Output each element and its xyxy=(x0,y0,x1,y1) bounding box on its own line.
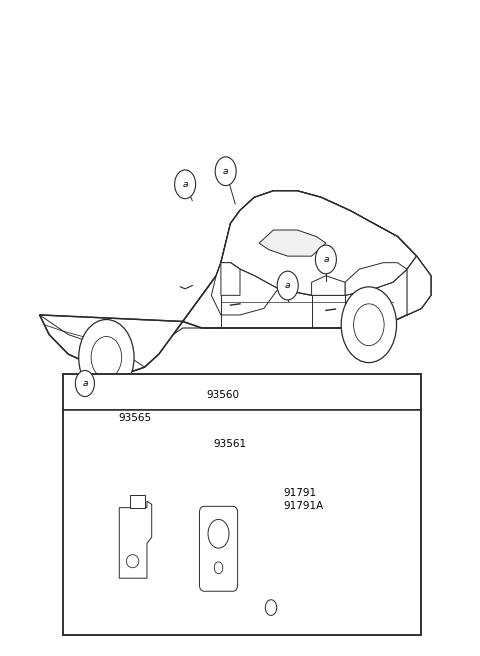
Ellipse shape xyxy=(126,555,139,567)
Text: 93560: 93560 xyxy=(207,390,240,400)
Polygon shape xyxy=(345,262,407,295)
Polygon shape xyxy=(130,495,144,508)
Text: a: a xyxy=(323,255,329,264)
Circle shape xyxy=(277,271,298,300)
Text: a: a xyxy=(285,281,290,290)
Circle shape xyxy=(215,157,236,186)
Polygon shape xyxy=(221,262,240,295)
Circle shape xyxy=(208,520,229,548)
Text: 91791: 91791 xyxy=(283,488,316,498)
Polygon shape xyxy=(312,276,345,295)
Text: 93565: 93565 xyxy=(118,413,151,422)
Polygon shape xyxy=(211,262,278,315)
Circle shape xyxy=(265,600,277,615)
Circle shape xyxy=(175,170,196,199)
Ellipse shape xyxy=(214,562,223,573)
Bar xyxy=(63,409,421,635)
Circle shape xyxy=(315,245,336,274)
Text: a: a xyxy=(82,379,88,388)
Circle shape xyxy=(75,371,95,397)
Text: 91791A: 91791A xyxy=(283,501,323,511)
FancyBboxPatch shape xyxy=(199,506,238,591)
Text: a: a xyxy=(223,167,228,176)
Polygon shape xyxy=(119,501,152,578)
Text: a: a xyxy=(182,180,188,189)
Circle shape xyxy=(79,319,134,396)
Circle shape xyxy=(341,287,396,363)
Text: 93561: 93561 xyxy=(214,439,247,449)
Bar xyxy=(63,374,421,635)
Polygon shape xyxy=(221,191,417,295)
Polygon shape xyxy=(39,191,431,374)
Polygon shape xyxy=(407,256,431,315)
Bar xyxy=(63,374,421,409)
Polygon shape xyxy=(259,230,326,256)
